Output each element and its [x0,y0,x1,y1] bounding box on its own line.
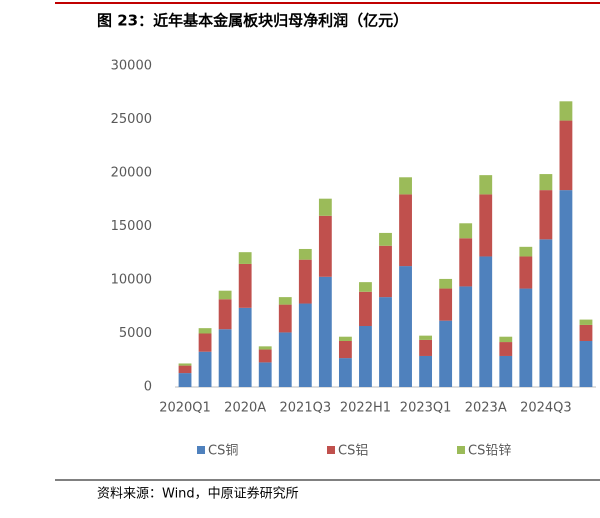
bar-segment [539,190,553,240]
source: 资料来源：Wind，中原证券研究所 [97,486,299,502]
bar-segment [278,297,292,305]
bar-segment [379,232,392,246]
bar-segment [539,174,553,191]
bar-segment [238,307,252,387]
bar-segment [298,259,312,304]
y-tick-label: 5000 [119,326,152,341]
bar-segment [338,358,352,387]
bar-segment [519,288,533,387]
bar-segment [238,263,252,308]
bar-segment [198,328,212,334]
bar-segment [359,291,372,327]
bar-segment [278,304,292,333]
bar-segment [218,329,232,387]
bar-segment [178,373,192,387]
bar-segment [439,288,453,321]
bar-segment [539,239,553,387]
bar-segment [258,346,272,350]
bar-segment [318,198,332,216]
bar-segment [198,351,212,387]
bar-segment [479,256,493,387]
y-tick-label: 30000 [111,59,152,74]
bar-segment [419,335,433,340]
bar-segment [399,194,412,267]
x-tick-label: 2020A [224,401,266,416]
y-tick-label: 20000 [111,166,152,181]
bar-segment [338,336,352,341]
bar-segment [399,177,412,195]
bar-segment [439,278,453,289]
chart-title: 图 23：近年基本金属板块归母净利润（亿元） [97,12,408,30]
bar-segment [499,342,513,356]
x-tick-label: 2024Q3 [520,401,572,416]
bar-segment [258,362,272,387]
bar-segment [499,355,513,387]
bar-segment [178,363,192,366]
bar-segment [479,194,493,257]
bar-segment [198,333,212,352]
x-tick-label: 2023A [465,401,507,416]
legend-label: CS铅锌 [468,444,511,459]
bar-segment [318,276,332,387]
bar-segment [258,349,272,363]
y-tick-label: 10000 [111,273,152,288]
bar-segment [439,320,453,387]
bar-segment [579,319,593,325]
x-tick-label: 2020Q1 [159,401,211,416]
bar-segment [579,324,593,341]
bar-segment [359,326,372,387]
y-tick-label: 0 [144,380,152,395]
bar-segment [459,286,473,387]
legend-swatch [197,446,205,454]
x-tick-label: 2022H1 [340,401,391,416]
bar-segment [519,246,533,257]
legend-swatch [457,446,465,454]
legend-label: CS铜 [208,444,238,459]
bar-segment [459,223,473,239]
bar-segment [499,336,513,343]
bar-segment [579,340,593,387]
bar-segment [338,340,352,359]
bar-segment [399,266,412,387]
bar-segment [318,215,332,277]
legend-swatch [327,446,335,454]
bar-segment [419,339,433,356]
bar-segment [519,256,533,289]
bar-segment [278,332,292,387]
y-tick-label: 15000 [111,219,152,234]
bar-segment [298,248,312,260]
bar-segment [379,297,392,387]
y-tick-label: 25000 [111,112,152,127]
bar-segment [359,282,372,292]
x-tick-label: 2021Q3 [280,401,332,416]
bar-segment [218,290,232,300]
bar-segment [218,299,232,330]
legend-label: CS铝 [338,444,368,459]
bar-segment [379,245,392,298]
bar-segment [178,365,192,374]
bar-segment [559,101,573,121]
bar-segment [559,190,573,387]
bar-segment [419,355,433,387]
bar-segment [559,120,573,191]
bar-segment [479,175,493,195]
x-tick-label: 2023Q1 [400,401,452,416]
bar-segment [238,252,252,264]
bar-segment [459,238,473,287]
bar-segment [298,303,312,387]
